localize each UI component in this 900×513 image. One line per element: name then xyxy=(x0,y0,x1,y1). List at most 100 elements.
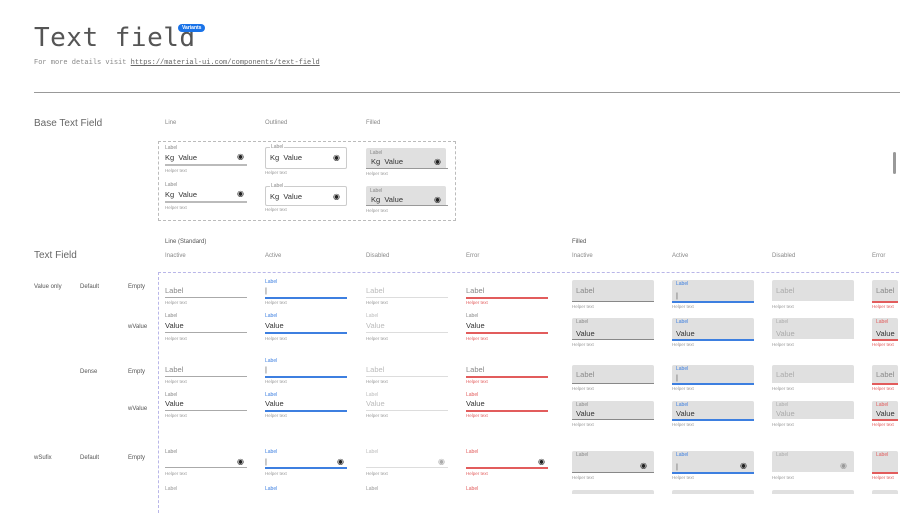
field-value[interactable]: Value xyxy=(366,399,385,408)
eye-icon[interactable]: ◉ xyxy=(438,457,445,466)
eye-icon[interactable]: ◉ xyxy=(840,460,847,470)
eye-icon[interactable]: ◉ xyxy=(337,457,344,466)
field-placeholder[interactable]: Label xyxy=(466,286,485,295)
filled-field[interactable] xyxy=(672,280,754,301)
page-title: Text field xyxy=(34,23,196,53)
filled-field[interactable] xyxy=(872,490,898,494)
field-value: Value xyxy=(576,329,595,338)
field-value[interactable]: Value xyxy=(265,321,284,330)
underline xyxy=(466,376,548,378)
eye-icon[interactable]: ◉ xyxy=(538,457,545,466)
filled-field[interactable] xyxy=(772,451,854,472)
field-label: Label xyxy=(466,392,479,398)
text-field-frame xyxy=(158,272,899,513)
eye-icon[interactable]: ◉ xyxy=(237,152,244,161)
filled-field[interactable] xyxy=(872,451,898,472)
field-placeholder[interactable]: Label xyxy=(466,365,485,374)
field-placeholder[interactable]: Label xyxy=(165,365,184,374)
eye-icon[interactable]: ◉ xyxy=(237,457,244,466)
value: Value xyxy=(384,157,403,166)
filled-field[interactable] xyxy=(672,365,754,383)
field-value[interactable]: Value xyxy=(265,399,284,408)
filled-field[interactable] xyxy=(872,401,898,419)
field-placeholder[interactable]: Label xyxy=(366,286,385,295)
field-value[interactable]: Value xyxy=(165,399,184,408)
underline xyxy=(366,376,448,377)
eye-icon[interactable]: ◉ xyxy=(333,153,340,162)
outlined-field[interactable] xyxy=(265,186,347,206)
filled-field[interactable] xyxy=(772,280,854,301)
value: Value xyxy=(283,153,302,162)
filled-field[interactable] xyxy=(672,490,754,494)
filled-field[interactable] xyxy=(772,490,854,494)
helper-text: Helper text xyxy=(872,304,894,309)
field-placeholder[interactable]: Label xyxy=(366,365,385,374)
field-value[interactable]: Kg Value xyxy=(165,190,197,199)
underline xyxy=(572,472,654,473)
outlined-field[interactable] xyxy=(265,147,347,169)
underline xyxy=(466,467,548,469)
field-label: Label xyxy=(165,392,178,398)
filled-field[interactable] xyxy=(572,451,654,472)
eye-icon[interactable]: ◉ xyxy=(740,460,747,470)
field-value[interactable]: Value xyxy=(366,321,385,330)
field-value: Kg Value xyxy=(371,157,403,166)
field-placeholder: Label xyxy=(576,286,595,295)
scrollbar-thumb[interactable] xyxy=(893,152,896,174)
prefix: Kg xyxy=(270,192,280,201)
value: Value xyxy=(283,192,302,201)
underline xyxy=(366,297,448,298)
details-text: For more details visit https://material-… xyxy=(34,59,320,68)
row-type: wSufix xyxy=(34,455,52,461)
field-label: Label xyxy=(270,183,285,189)
field-value[interactable]: Value xyxy=(466,321,485,330)
field-value[interactable]: Value xyxy=(165,321,184,330)
field-value: Value xyxy=(776,409,795,418)
filled-field[interactable] xyxy=(572,280,654,301)
field-label: Label xyxy=(876,319,889,325)
details-link[interactable]: https://material-ui.com/components/text-… xyxy=(130,59,320,67)
row-content: wValue xyxy=(128,406,148,412)
underline xyxy=(366,332,448,333)
base-col-line: Line xyxy=(165,120,177,126)
filled-field[interactable] xyxy=(772,365,854,383)
field-label: Label xyxy=(265,449,278,455)
text-cursor[interactable]: | xyxy=(265,365,267,374)
filled-field[interactable] xyxy=(672,318,754,339)
filled-field[interactable] xyxy=(572,401,654,419)
field-label: Label xyxy=(576,402,589,408)
eye-icon[interactable]: ◉ xyxy=(237,189,244,198)
helper-text: Helper text xyxy=(672,386,694,391)
filled-field[interactable] xyxy=(772,401,854,419)
filled-field[interactable] xyxy=(872,280,898,301)
field-value[interactable]: Value xyxy=(466,399,485,408)
eye-icon[interactable]: ◉ xyxy=(434,195,441,204)
filled-field[interactable] xyxy=(872,318,898,339)
field-label: Label xyxy=(466,486,479,492)
eye-icon[interactable]: ◉ xyxy=(640,460,647,470)
filled-field[interactable] xyxy=(572,490,654,494)
helper-text: Helper text xyxy=(366,171,388,176)
underline xyxy=(672,383,754,385)
filled-field[interactable] xyxy=(366,186,446,205)
underline xyxy=(572,383,654,384)
filled-field[interactable] xyxy=(772,318,854,339)
filled-field[interactable] xyxy=(572,365,654,383)
eye-icon[interactable]: ◉ xyxy=(434,157,441,166)
text-cursor[interactable]: | xyxy=(265,457,267,466)
filled-field[interactable] xyxy=(366,148,446,168)
col-filled-1: Active xyxy=(672,253,689,259)
filled-field[interactable] xyxy=(672,401,754,419)
eye-icon[interactable]: ◉ xyxy=(333,192,340,201)
filled-field[interactable] xyxy=(872,365,898,383)
field-placeholder[interactable]: Label xyxy=(165,286,184,295)
underline xyxy=(165,297,247,298)
field-label: Label xyxy=(265,392,278,398)
field-value: Kg Value xyxy=(270,153,302,162)
row-size: Dense xyxy=(80,369,98,375)
filled-field[interactable] xyxy=(572,318,654,339)
field-value: Value xyxy=(876,409,895,418)
field-value[interactable]: Kg Value xyxy=(165,153,197,162)
text-cursor[interactable]: | xyxy=(265,286,267,295)
filled-field[interactable] xyxy=(672,451,754,472)
